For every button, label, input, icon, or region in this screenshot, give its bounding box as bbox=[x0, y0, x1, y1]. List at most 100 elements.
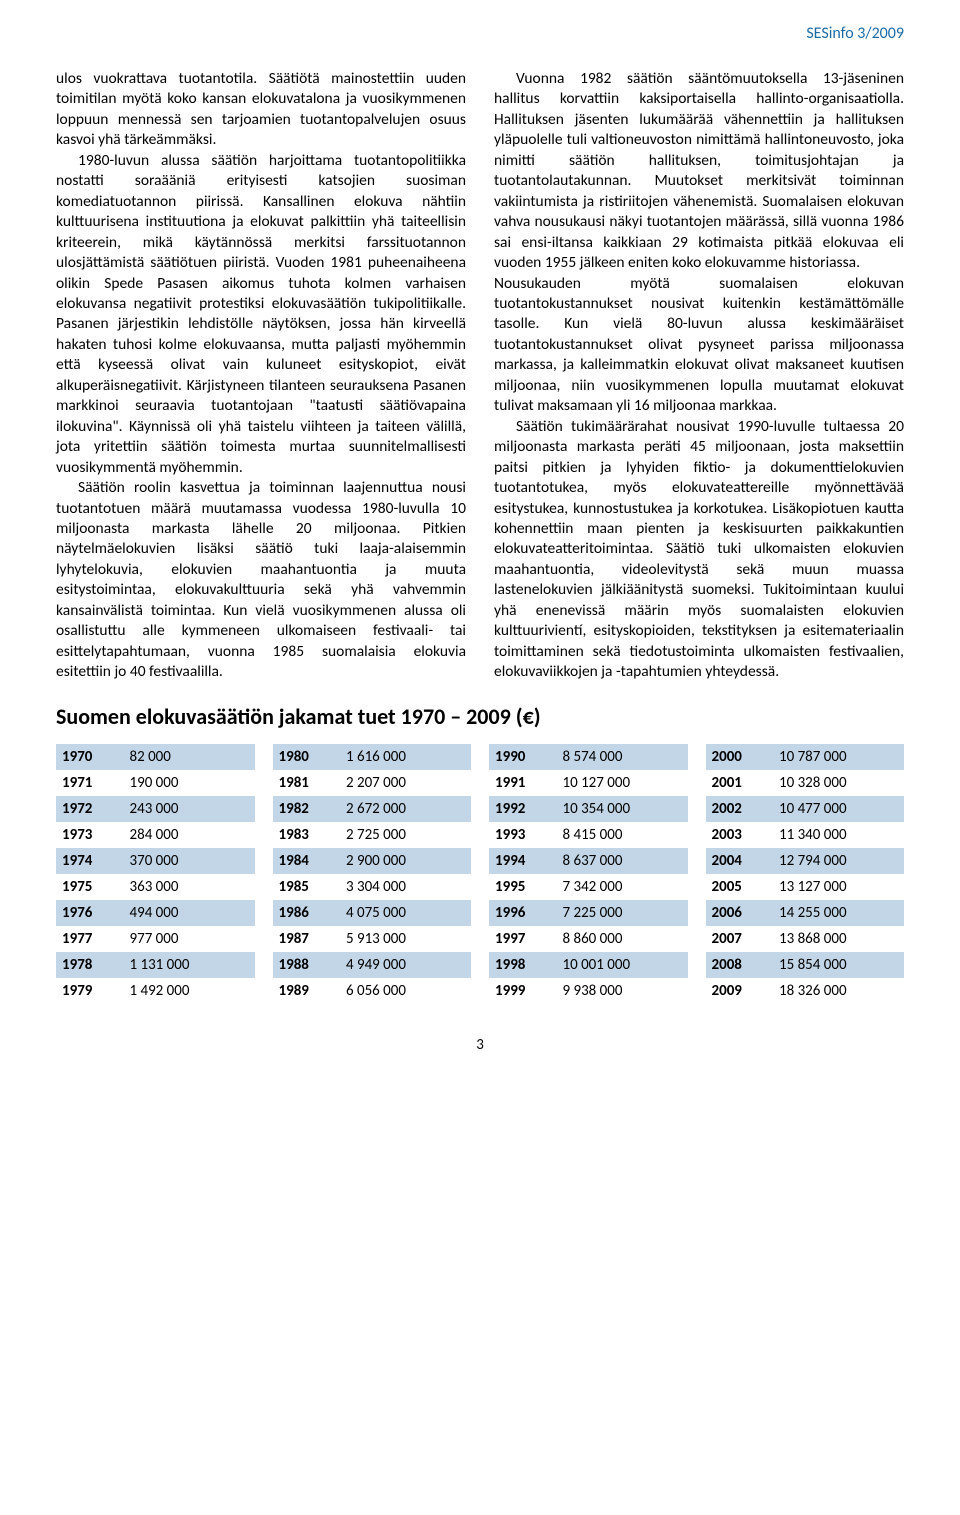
value-cell: 363 000 bbox=[123, 874, 254, 900]
value-cell: 494 000 bbox=[123, 900, 254, 926]
value-cell: 13 127 000 bbox=[773, 874, 904, 900]
year-cell: 1996 bbox=[489, 900, 556, 926]
table-row: 19853 304 000 bbox=[273, 874, 472, 900]
left-p1: ulos vuokrattava tuotantotila. Säätiötä … bbox=[56, 69, 466, 151]
value-cell: 2 900 000 bbox=[340, 848, 471, 874]
right-p1: Vuonna 1982 säätiön sääntömuutoksella 13… bbox=[494, 69, 904, 274]
value-cell: 7 342 000 bbox=[556, 874, 687, 900]
year-cell: 1973 bbox=[56, 822, 123, 848]
table-row: 197082 000 bbox=[56, 744, 255, 770]
value-cell: 370 000 bbox=[123, 848, 254, 874]
value-cell: 6 056 000 bbox=[340, 978, 471, 1004]
year-cell: 1981 bbox=[273, 770, 340, 796]
table-row: 1971190 000 bbox=[56, 770, 255, 796]
year-cell: 1984 bbox=[273, 848, 340, 874]
journal-header: SESinfo 3/2009 bbox=[56, 24, 904, 43]
value-cell: 10 328 000 bbox=[773, 770, 904, 796]
year-cell: 1991 bbox=[489, 770, 556, 796]
table-row: 1975363 000 bbox=[56, 874, 255, 900]
table-row: 200815 854 000 bbox=[706, 952, 905, 978]
year-cell: 2002 bbox=[706, 796, 773, 822]
value-cell: 10 477 000 bbox=[773, 796, 904, 822]
table-row: 199110 127 000 bbox=[489, 770, 688, 796]
table-row: 19884 949 000 bbox=[273, 952, 472, 978]
value-cell: 10 127 000 bbox=[556, 770, 687, 796]
decade-table-0: 197082 0001971190 0001972243 0001973284 … bbox=[56, 744, 255, 1004]
value-cell: 190 000 bbox=[123, 770, 254, 796]
table-row: 1977977 000 bbox=[56, 926, 255, 952]
right-p3: Säätiön tukimäärärahat nousivat 1990-luv… bbox=[494, 417, 904, 683]
value-cell: 11 340 000 bbox=[773, 822, 904, 848]
value-cell: 13 868 000 bbox=[773, 926, 904, 952]
year-cell: 2008 bbox=[706, 952, 773, 978]
value-cell: 10 001 000 bbox=[556, 952, 687, 978]
value-cell: 9 938 000 bbox=[556, 978, 687, 1004]
year-cell: 1983 bbox=[273, 822, 340, 848]
page-number: 3 bbox=[56, 1036, 904, 1054]
value-cell: 82 000 bbox=[123, 744, 254, 770]
value-cell: 5 913 000 bbox=[340, 926, 471, 952]
table-row: 200210 477 000 bbox=[706, 796, 905, 822]
value-cell: 1 492 000 bbox=[123, 978, 254, 1004]
table-row: 1976494 000 bbox=[56, 900, 255, 926]
value-cell: 4 075 000 bbox=[340, 900, 471, 926]
year-cell: 2003 bbox=[706, 822, 773, 848]
value-cell: 8 415 000 bbox=[556, 822, 687, 848]
year-cell: 1994 bbox=[489, 848, 556, 874]
year-cell: 1976 bbox=[56, 900, 123, 926]
table-row: 19864 075 000 bbox=[273, 900, 472, 926]
table-row: 200614 255 000 bbox=[706, 900, 905, 926]
value-cell: 10 787 000 bbox=[773, 744, 904, 770]
year-cell: 1995 bbox=[489, 874, 556, 900]
table-row: 200010 787 000 bbox=[706, 744, 905, 770]
decade-table-1: 19801 616 00019812 207 00019822 672 0001… bbox=[273, 744, 472, 1004]
left-p2: 1980-luvun alussa säätiön harjoittama tu… bbox=[56, 151, 466, 478]
value-cell: 284 000 bbox=[123, 822, 254, 848]
table-row: 19791 492 000 bbox=[56, 978, 255, 1004]
value-cell: 14 255 000 bbox=[773, 900, 904, 926]
value-cell: 2 725 000 bbox=[340, 822, 471, 848]
value-cell: 8 637 000 bbox=[556, 848, 687, 874]
value-cell: 7 225 000 bbox=[556, 900, 687, 926]
table-row: 19781 131 000 bbox=[56, 952, 255, 978]
value-cell: 12 794 000 bbox=[773, 848, 904, 874]
table-row: 199810 001 000 bbox=[489, 952, 688, 978]
year-cell: 1978 bbox=[56, 952, 123, 978]
table-row: 19822 672 000 bbox=[273, 796, 472, 822]
year-cell: 2006 bbox=[706, 900, 773, 926]
right-column: Vuonna 1982 säätiön sääntömuutoksella 13… bbox=[494, 69, 904, 683]
year-cell: 1993 bbox=[489, 822, 556, 848]
year-cell: 1977 bbox=[56, 926, 123, 952]
table-row: 200713 868 000 bbox=[706, 926, 905, 952]
table-row: 19999 938 000 bbox=[489, 978, 688, 1004]
year-cell: 1998 bbox=[489, 952, 556, 978]
table-row: 199210 354 000 bbox=[489, 796, 688, 822]
table-row: 19842 900 000 bbox=[273, 848, 472, 874]
year-cell: 1972 bbox=[56, 796, 123, 822]
value-cell: 243 000 bbox=[123, 796, 254, 822]
table-row: 19938 415 000 bbox=[489, 822, 688, 848]
text-columns: ulos vuokrattava tuotantotila. Säätiötä … bbox=[56, 69, 904, 683]
year-cell: 1988 bbox=[273, 952, 340, 978]
year-cell: 1986 bbox=[273, 900, 340, 926]
year-cell: 1999 bbox=[489, 978, 556, 1004]
year-cell: 1975 bbox=[56, 874, 123, 900]
year-cell: 1997 bbox=[489, 926, 556, 952]
year-cell: 1980 bbox=[273, 744, 340, 770]
year-cell: 1982 bbox=[273, 796, 340, 822]
year-cell: 1990 bbox=[489, 744, 556, 770]
table-row: 200311 340 000 bbox=[706, 822, 905, 848]
year-cell: 1974 bbox=[56, 848, 123, 874]
right-p2: Nousukauden myötä suomalaisen elokuvan t… bbox=[494, 274, 904, 417]
decade-table-3: 200010 787 000200110 328 000200210 477 0… bbox=[706, 744, 905, 1004]
section-title: Suomen elokuvasäätiön jakamat tuet 1970 … bbox=[56, 703, 904, 730]
table-row: 1973284 000 bbox=[56, 822, 255, 848]
table-row: 200110 328 000 bbox=[706, 770, 905, 796]
year-cell: 1979 bbox=[56, 978, 123, 1004]
tables-row: 197082 0001971190 0001972243 0001973284 … bbox=[56, 744, 904, 1004]
table-row: 200412 794 000 bbox=[706, 848, 905, 874]
table-row: 200513 127 000 bbox=[706, 874, 905, 900]
table-row: 19832 725 000 bbox=[273, 822, 472, 848]
value-cell: 2 207 000 bbox=[340, 770, 471, 796]
value-cell: 977 000 bbox=[123, 926, 254, 952]
